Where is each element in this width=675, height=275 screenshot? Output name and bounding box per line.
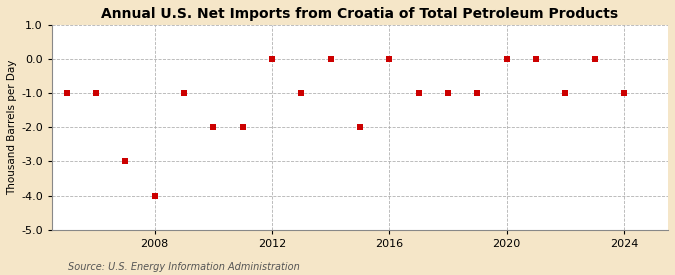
Y-axis label: Thousand Barrels per Day: Thousand Barrels per Day bbox=[7, 60, 17, 195]
Point bbox=[502, 57, 512, 61]
Point bbox=[178, 91, 189, 95]
Point bbox=[208, 125, 219, 130]
Point bbox=[90, 91, 101, 95]
Point bbox=[237, 125, 248, 130]
Text: Source: U.S. Energy Information Administration: Source: U.S. Energy Information Administ… bbox=[68, 262, 299, 272]
Point bbox=[619, 91, 630, 95]
Point bbox=[472, 91, 483, 95]
Point bbox=[413, 91, 424, 95]
Point bbox=[589, 57, 600, 61]
Point bbox=[149, 193, 160, 198]
Point bbox=[384, 57, 395, 61]
Point bbox=[443, 91, 454, 95]
Point bbox=[325, 57, 336, 61]
Point bbox=[560, 91, 571, 95]
Point bbox=[120, 159, 131, 164]
Point bbox=[61, 91, 72, 95]
Point bbox=[354, 125, 365, 130]
Point bbox=[296, 91, 306, 95]
Title: Annual U.S. Net Imports from Croatia of Total Petroleum Products: Annual U.S. Net Imports from Croatia of … bbox=[101, 7, 618, 21]
Point bbox=[531, 57, 541, 61]
Point bbox=[267, 57, 277, 61]
